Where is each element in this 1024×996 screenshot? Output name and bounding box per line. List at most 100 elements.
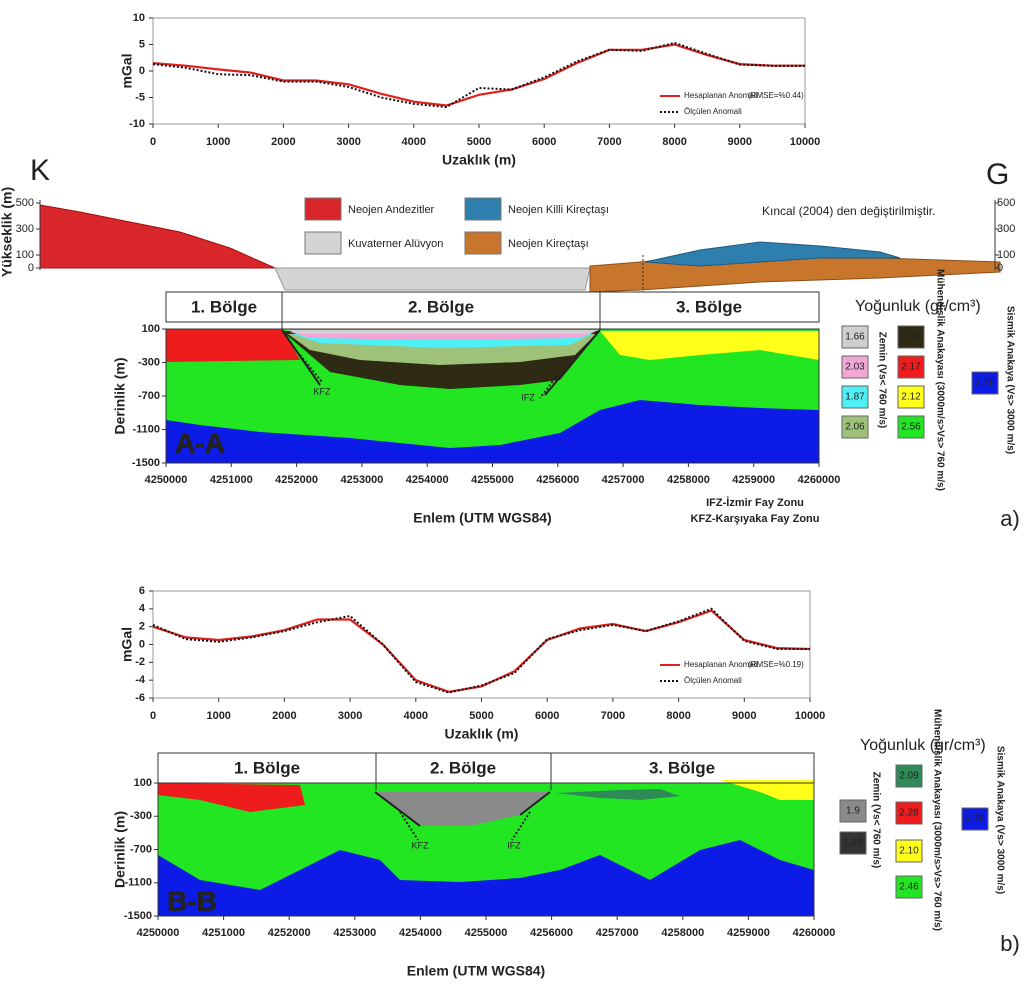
density-swatch: [841, 415, 869, 439]
density-title: Yoğunluk (gr/cm³): [855, 298, 981, 315]
density-group-label: Mühendislik Anakayası (3000m/s>Vs> 760 m…: [934, 269, 945, 491]
density-value: 2.17: [901, 362, 921, 373]
x-tick-label: 4252000: [275, 474, 318, 486]
x-tick-label: 4260000: [798, 474, 841, 486]
section-name: B-B: [167, 885, 217, 916]
density-swatch: [841, 385, 869, 409]
section-name: A-A: [175, 427, 225, 458]
y-tick-label: 100: [142, 323, 160, 335]
density-group-label: Sismik Anakaya (Vs> 3000 m/s): [1004, 306, 1015, 454]
y-tick-label: 0: [139, 65, 145, 77]
y-tick-label: -300: [138, 356, 160, 368]
legend-swatch: [304, 197, 342, 221]
y-tick-label: 100: [16, 249, 34, 261]
x-tick-label: 4254000: [399, 927, 442, 939]
y-tick-label: 300: [997, 223, 1015, 235]
y-tick-label: -1100: [124, 877, 152, 889]
density-swatch: [895, 801, 923, 825]
x-tick-label: 4258000: [667, 474, 710, 486]
x-tick-label: 4255000: [471, 474, 514, 486]
density-value: 2.10: [899, 846, 919, 857]
x-tick-label: 4256000: [530, 927, 573, 939]
x-tick-label: 5000: [469, 710, 493, 722]
density-swatch: [841, 325, 869, 349]
y-tick-label: -700: [130, 843, 152, 855]
y-tick-label: 2: [139, 621, 145, 633]
density-value: 2.46: [899, 882, 919, 893]
density-value: 1.66: [845, 332, 865, 343]
y-tick-label: 10: [133, 12, 145, 24]
density-value: 2.78: [965, 814, 985, 825]
legend-label: Neojen Andezitler: [348, 204, 435, 216]
y-tick-label: 0: [997, 262, 1003, 274]
x-tick-label: 4251000: [202, 927, 245, 939]
legend-label: Kuvaterner Alüvyon: [348, 238, 443, 250]
fault-label: IFZ: [507, 840, 521, 850]
profile-end-label: K: [30, 154, 50, 187]
y-tick-label: 100: [997, 249, 1015, 261]
y-tick-label: -300: [130, 810, 152, 822]
x-tick-label: 8000: [666, 710, 690, 722]
y-tick-label: -2: [135, 656, 145, 668]
y-tick-label: -700: [138, 390, 160, 402]
y-tick-label: -5: [135, 91, 145, 103]
x-tick-label: 4257000: [602, 474, 645, 486]
section-b-layers: [157, 752, 815, 916]
zone-label: 2. Bölge: [430, 758, 496, 777]
x-tick-label: 4250000: [145, 474, 188, 486]
density-value: 2.09: [899, 771, 919, 782]
y-tick-label: 6: [139, 585, 145, 597]
zone-label: 1. Bölge: [234, 758, 300, 777]
section-a-layers: [165, 291, 820, 463]
y-tick-label: -4: [135, 674, 146, 686]
x-tick-label: 4260000: [793, 927, 836, 939]
x-tick-label: 4000: [404, 710, 428, 722]
x-tick-label: 4253000: [333, 927, 376, 939]
density-swatch: [897, 385, 925, 409]
y-tick-label: -1100: [132, 423, 160, 435]
density-swatch: [895, 875, 923, 899]
density-swatch: [841, 355, 869, 379]
note: IFZ-İzmir Fay Zonu: [706, 496, 804, 509]
density-value: 2.12: [901, 392, 921, 403]
x-tick-label: 4000: [402, 136, 426, 148]
density-value: 2.78: [975, 378, 995, 389]
series-line: [152, 41, 805, 109]
y-axis-label: mGal: [119, 627, 135, 662]
density-swatch: [961, 807, 989, 831]
legend-swatch: [464, 231, 502, 255]
density-title: Yoğunluk (gr/cm³): [860, 737, 986, 754]
elevation-section: [39, 200, 1001, 293]
profile-end-label: G: [986, 158, 1009, 191]
y-tick-label: 5: [139, 38, 145, 50]
x-tick-label: 4257000: [596, 927, 639, 939]
y-tick-label: -6: [135, 692, 145, 704]
density-swatch: [897, 415, 925, 439]
y-tick-label: -10: [129, 118, 145, 130]
x-tick-label: 8000: [662, 136, 686, 148]
y-tick-label: 100: [134, 777, 152, 789]
y-tick-label: 300: [16, 223, 34, 235]
x-tick-label: 9000: [732, 710, 756, 722]
y-tick-label: 500: [16, 197, 34, 209]
density-value: 1.99: [843, 838, 863, 849]
x-tick-label: 10000: [795, 710, 826, 722]
x-tick-label: 4259000: [732, 474, 775, 486]
x-tick-label: 1000: [206, 710, 230, 722]
x-tick-label: 4251000: [210, 474, 253, 486]
x-tick-label: 2000: [272, 710, 296, 722]
density-swatch: [895, 839, 923, 863]
series-line: [152, 43, 805, 107]
x-tick-label: 3000: [338, 710, 362, 722]
density-swatch: [839, 831, 867, 855]
x-tick-label: 4255000: [465, 927, 508, 939]
note: KFZ-Karşıyaka Fay Zonu: [691, 513, 820, 525]
density-value: 1.9: [846, 806, 860, 817]
x-tick-label: 4256000: [536, 474, 579, 486]
legend-label: Ölçülen Anomali: [684, 107, 742, 116]
panel-label: b): [1000, 931, 1020, 956]
y-tick-label: 500: [997, 197, 1015, 209]
density-group-label: Mühendislik Anakayası (3000m/s>Vs> 760 m…: [931, 709, 942, 931]
x-axis-label: Enlem (UTM WGS84): [407, 963, 545, 979]
